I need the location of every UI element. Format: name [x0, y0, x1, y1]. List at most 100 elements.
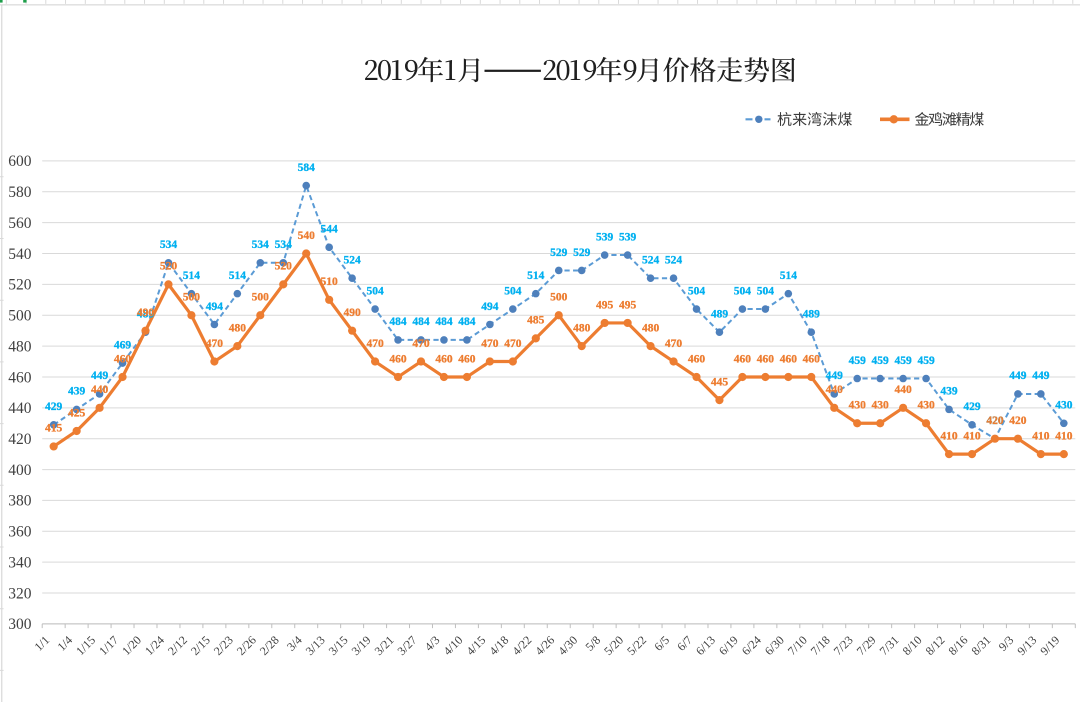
svg-text:439: 439 — [940, 386, 958, 398]
svg-text:495: 495 — [596, 299, 614, 311]
svg-text:520: 520 — [8, 277, 32, 294]
svg-text:484: 484 — [435, 316, 453, 328]
svg-text:460: 460 — [114, 353, 132, 365]
svg-text:400: 400 — [8, 462, 32, 479]
svg-text:484: 484 — [458, 316, 476, 328]
svg-text:500: 500 — [252, 292, 270, 304]
svg-text:490: 490 — [137, 307, 155, 319]
svg-text:470: 470 — [366, 338, 384, 350]
svg-text:460: 460 — [734, 353, 752, 365]
svg-text:584: 584 — [298, 162, 316, 174]
svg-text:420: 420 — [1009, 415, 1027, 427]
svg-text:520: 520 — [275, 261, 293, 273]
svg-text:420: 420 — [986, 415, 1004, 427]
svg-text:539: 539 — [596, 231, 614, 243]
svg-text:460: 460 — [435, 353, 453, 365]
svg-text:459: 459 — [872, 355, 890, 367]
svg-text:484: 484 — [412, 316, 430, 328]
svg-text:524: 524 — [344, 254, 362, 266]
svg-text:470: 470 — [481, 338, 499, 350]
svg-text:380: 380 — [8, 493, 32, 510]
svg-text:490: 490 — [344, 307, 362, 319]
svg-text:459: 459 — [849, 355, 867, 367]
svg-text:494: 494 — [481, 301, 499, 313]
svg-text:440: 440 — [8, 400, 32, 417]
svg-text:504: 504 — [504, 285, 522, 297]
svg-text:504: 504 — [757, 285, 775, 297]
svg-text:460: 460 — [458, 353, 476, 365]
svg-text:489: 489 — [803, 309, 821, 321]
svg-text:300: 300 — [8, 616, 32, 633]
svg-text:480: 480 — [8, 338, 32, 355]
svg-text:460: 460 — [8, 369, 32, 386]
svg-text:520: 520 — [160, 261, 178, 273]
svg-text:439: 439 — [68, 386, 86, 398]
svg-text:320: 320 — [8, 585, 32, 602]
svg-text:440: 440 — [826, 384, 844, 396]
svg-text:529: 529 — [573, 247, 591, 259]
svg-text:459: 459 — [894, 355, 912, 367]
svg-text:494: 494 — [206, 301, 224, 313]
svg-text:410: 410 — [1032, 430, 1050, 442]
svg-text:415: 415 — [45, 423, 63, 435]
svg-text:440: 440 — [894, 384, 912, 396]
svg-text:524: 524 — [642, 254, 660, 266]
svg-text:514: 514 — [183, 270, 201, 282]
svg-text:449: 449 — [1009, 370, 1027, 382]
svg-text:449: 449 — [826, 370, 844, 382]
svg-text:500: 500 — [550, 292, 568, 304]
svg-text:430: 430 — [917, 400, 935, 412]
svg-text:485: 485 — [527, 315, 545, 327]
svg-text:470: 470 — [206, 338, 224, 350]
svg-text:495: 495 — [619, 299, 637, 311]
svg-text:470: 470 — [665, 338, 683, 350]
svg-text:510: 510 — [321, 276, 339, 288]
svg-text:460: 460 — [389, 353, 407, 365]
svg-text:430: 430 — [849, 400, 867, 412]
svg-text:504: 504 — [688, 285, 706, 297]
svg-text:430: 430 — [872, 400, 890, 412]
svg-text:514: 514 — [229, 270, 247, 282]
svg-text:430: 430 — [1055, 400, 1073, 412]
svg-text:500: 500 — [183, 292, 201, 304]
svg-text:460: 460 — [688, 353, 706, 365]
svg-text:470: 470 — [412, 338, 430, 350]
svg-text:425: 425 — [68, 407, 86, 419]
svg-text:539: 539 — [619, 231, 637, 243]
svg-text:480: 480 — [229, 322, 247, 334]
svg-text:534: 534 — [252, 239, 270, 251]
svg-text:460: 460 — [757, 353, 775, 365]
svg-text:540: 540 — [8, 246, 32, 263]
svg-text:410: 410 — [963, 430, 981, 442]
svg-text:514: 514 — [780, 270, 798, 282]
svg-text:420: 420 — [986, 415, 1004, 427]
svg-text:460: 460 — [803, 353, 821, 365]
svg-text:580: 580 — [8, 184, 32, 201]
svg-text:420: 420 — [8, 431, 32, 448]
svg-text:534: 534 — [160, 239, 178, 251]
svg-text:560: 560 — [8, 215, 32, 232]
svg-text:540: 540 — [298, 230, 316, 242]
svg-text:429: 429 — [963, 401, 981, 413]
svg-text:600: 600 — [8, 153, 32, 170]
svg-text:529: 529 — [550, 247, 568, 259]
svg-text:544: 544 — [321, 224, 339, 236]
svg-text:429: 429 — [45, 401, 63, 413]
svg-text:534: 534 — [275, 239, 293, 251]
svg-text:504: 504 — [734, 285, 752, 297]
svg-text:469: 469 — [114, 339, 132, 351]
svg-text:459: 459 — [917, 355, 935, 367]
svg-text:480: 480 — [573, 322, 591, 334]
svg-text:410: 410 — [1055, 430, 1073, 442]
svg-text:500: 500 — [8, 308, 32, 325]
svg-text:470: 470 — [504, 338, 522, 350]
svg-text:489: 489 — [711, 309, 729, 321]
svg-text:449: 449 — [1032, 370, 1050, 382]
svg-text:449: 449 — [91, 370, 109, 382]
svg-text:514: 514 — [527, 270, 545, 282]
svg-text:410: 410 — [940, 430, 958, 442]
svg-text:524: 524 — [665, 254, 683, 266]
svg-text:480: 480 — [642, 322, 660, 334]
svg-text:489: 489 — [137, 309, 155, 321]
svg-text:440: 440 — [91, 384, 109, 396]
